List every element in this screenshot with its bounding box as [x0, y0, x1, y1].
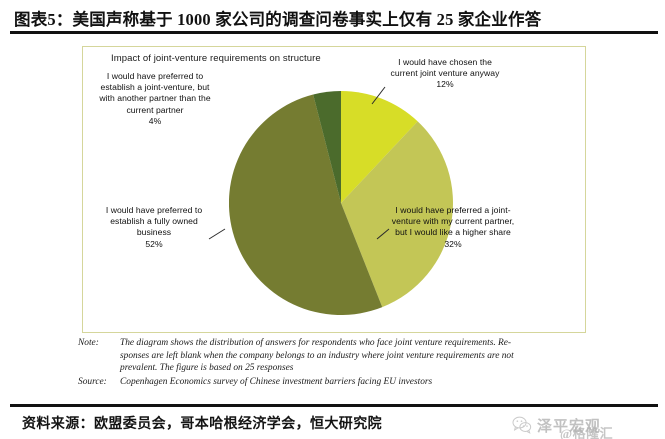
watermark: 泽平宏观	[512, 412, 662, 438]
footnote-note-row: Note: The diagram shows the distribution…	[78, 337, 638, 350]
footnote-note-key: Note:	[78, 338, 99, 348]
callout-fully-owned-text: I would have preferred to establish a fu…	[105, 205, 203, 238]
page-title: 图表5：美国声称基于 1000 家公司的调查问卷事实上仅有 25 家企业作答	[14, 10, 542, 29]
footnote-source-key: Source:	[78, 376, 107, 387]
pie-slice-fully-owned[interactable]	[229, 94, 383, 315]
footnote-note-line-2: sponses are left blank when the company …	[120, 350, 514, 361]
wechat-icon	[512, 416, 532, 434]
chart-title: Impact of joint-venture requirements on …	[111, 53, 321, 64]
footnote-source-text: Copenhagen Economics survey of Chinese i…	[120, 376, 433, 387]
watermark-overlay: @格隆汇	[560, 426, 614, 439]
callout-higher-share-percent: 32%	[444, 238, 462, 249]
callout-anyway-text: I would have chosen the current joint ve…	[390, 57, 500, 79]
callout-another-partner: I would have preferred to establish a jo…	[99, 71, 211, 127]
footnote-note-line-3: prevalent. The figure is based on 25 res…	[120, 363, 294, 374]
footnote-note-line-1: The diagram shows the distribution of an…	[120, 338, 512, 348]
watermark-text: 泽平宏观	[537, 418, 602, 435]
pie-slice-anyway[interactable]	[341, 91, 418, 203]
callout-higher-share: I would have preferred a joint-venture w…	[391, 205, 515, 250]
chart-container: Impact of joint-venture requirements on …	[82, 46, 586, 333]
callout-anyway: I would have chosen the current joint ve…	[385, 57, 505, 91]
title-divider-top	[10, 31, 658, 34]
callout-fully-owned: I would have preferred to establish a fu…	[95, 205, 213, 250]
footer-source-text: 资料来源：欧盟委员会，哥本哈根经济学会，恒大研究院	[22, 417, 382, 432]
chart-footnote: Note: The diagram shows the distribution…	[78, 337, 638, 388]
footer-bar: 资料来源：欧盟委员会，哥本哈根经济学会，恒大研究院 泽平宏观 @格隆汇	[0, 407, 665, 439]
pie-chart-svg	[229, 91, 453, 315]
callout-anyway-percent: 12%	[436, 79, 454, 90]
pie-chart	[229, 91, 453, 315]
pie-slice-another-partner[interactable]	[313, 91, 341, 203]
footer-divider	[10, 404, 658, 407]
callout-higher-share-text: I would have preferred a joint-venture w…	[391, 205, 515, 238]
pie-slice-higher-share[interactable]	[341, 121, 453, 308]
callout-fully-owned-percent: 52%	[145, 238, 163, 249]
callout-another-partner-percent: 4%	[148, 115, 162, 126]
footnote-source-row: Source: Copenhagen Economics survey of C…	[78, 376, 638, 389]
callout-another-partner-text: I would have preferred to establish a jo…	[99, 71, 211, 115]
